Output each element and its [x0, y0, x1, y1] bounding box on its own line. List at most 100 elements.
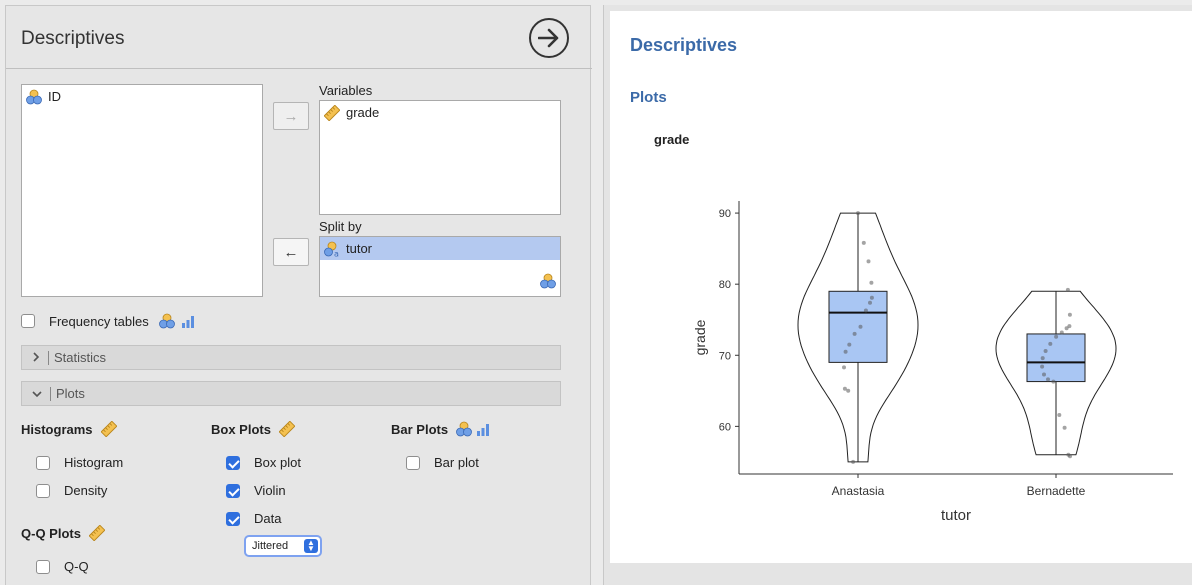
arrow-right-circle-icon [538, 28, 559, 48]
data-point [1067, 324, 1072, 329]
qq-option[interactable]: Q-Q [36, 559, 89, 574]
data-point [842, 365, 846, 370]
bar-plot-checkbox[interactable] [406, 455, 420, 470]
statistics-section-label: Statistics [54, 350, 107, 365]
options-panel: Descriptives ID → ← Variables [5, 5, 592, 585]
nominal-text-variable-icon: a [324, 241, 340, 257]
data-point [847, 342, 852, 347]
section-separator [50, 386, 51, 401]
plots-section-label: Plots [56, 386, 85, 401]
x-tick-label: Anastasia [832, 484, 885, 498]
qq-plots-title-text: Q-Q Plots [21, 525, 81, 541]
header-divider [6, 68, 592, 69]
qq-plots-group-title: Q-Q Plots [21, 525, 105, 541]
data-checkbox[interactable] [226, 511, 240, 526]
list-item-tutor[interactable]: a tutor [320, 237, 560, 260]
ordinal-bars-icon [476, 421, 492, 437]
available-variables-list[interactable]: ID [21, 84, 263, 297]
data-point [1064, 326, 1069, 331]
data-point [1059, 330, 1064, 335]
plot-variable-title: grade [654, 132, 690, 147]
bar-plots-title-text: Bar Plots [391, 421, 449, 437]
bar-plot-label: Bar plot [434, 455, 479, 470]
qq-checkbox[interactable] [36, 559, 50, 574]
frequency-tables-label: Frequency tables [49, 313, 149, 329]
box-plot-option[interactable]: Box plot [226, 455, 301, 470]
box-iqr [1026, 333, 1086, 383]
data-point [1051, 379, 1056, 384]
variables-list[interactable]: grade [319, 100, 561, 215]
data-point [1057, 413, 1062, 417]
data-point [869, 295, 874, 300]
data-point [1048, 341, 1053, 346]
move-to-variables-button[interactable]: → [273, 102, 309, 130]
box-violin-chart: 60 70 80 90 Anastasia Bernadette tutor grade [692, 201, 1173, 524]
split-by-label: Split by [319, 219, 362, 234]
variable-name: grade [346, 105, 380, 120]
results-page: Descriptives Plots grade 60 70 80 90 Anastas… [610, 11, 1192, 563]
data-point [1054, 334, 1059, 339]
data-point [1043, 349, 1048, 353]
plots-section-header[interactable]: Plots [21, 381, 561, 406]
y-tick-label: 90 [719, 208, 731, 220]
run-analysis-button[interactable] [529, 18, 569, 58]
bar-plot-option[interactable]: Bar plot [406, 455, 479, 470]
frequency-tables-option[interactable]: Frequency tables [21, 313, 197, 329]
y-tick-label: 60 [719, 421, 731, 433]
data-mode-select[interactable]: Jittered ▲ ▼ [244, 535, 322, 557]
split-by-list[interactable]: a tutor [319, 236, 561, 297]
histograms-title-text: Histograms [21, 421, 93, 437]
continuous-variable-icon [278, 421, 295, 437]
data-point [1040, 364, 1045, 369]
continuous-variable-icon [324, 104, 340, 121]
data-point [852, 331, 857, 336]
data-point [851, 459, 856, 464]
violin-label: Violin [254, 483, 286, 498]
variables-label: Variables [319, 83, 373, 98]
y-tick-label: 80 [719, 279, 731, 291]
box-plots-group-title: Box Plots [211, 421, 295, 437]
section-separator [48, 350, 49, 365]
statistics-section-header[interactable]: Statistics [21, 345, 561, 370]
y-tick-label: 70 [719, 350, 731, 362]
data-point [866, 259, 871, 264]
box-plot-label: Box plot [254, 455, 301, 470]
x-tick-label: Bernadette [1027, 484, 1086, 498]
density-option[interactable]: Density [36, 483, 107, 498]
data-mode-value: Jittered [252, 540, 289, 552]
list-item-grade[interactable]: grade [320, 101, 560, 124]
histogram-checkbox[interactable] [36, 455, 50, 470]
density-checkbox[interactable] [36, 483, 50, 498]
ordinal-bars-icon [181, 313, 197, 329]
data-point [1042, 372, 1046, 377]
box-plot-checkbox[interactable] [226, 455, 240, 470]
violin-option[interactable]: Violin [226, 483, 286, 498]
data-point [861, 240, 866, 245]
arrow-right-icon: → [283, 107, 299, 125]
data-option[interactable]: Data [226, 511, 281, 526]
histogram-option[interactable]: Histogram [36, 455, 123, 470]
continuous-variable-icon [100, 421, 117, 437]
data-point [843, 349, 848, 354]
violin-checkbox[interactable] [226, 483, 240, 498]
panel-title: Descriptives [21, 28, 125, 49]
nominal-variable-icon [540, 273, 556, 292]
list-item-id[interactable]: ID [22, 85, 262, 108]
arrow-left-icon: ← [283, 243, 299, 261]
data-point [1062, 425, 1067, 430]
move-from-split-by-button[interactable]: ← [273, 238, 309, 266]
box-plots-title-text: Box Plots [211, 421, 271, 437]
svg-text:a: a [334, 249, 339, 257]
histogram-label: Histogram [64, 455, 124, 470]
data-point [1065, 287, 1070, 292]
qq-label: Q-Q [64, 559, 89, 574]
histograms-group-title: Histograms [21, 421, 117, 437]
data-point [858, 324, 863, 329]
data-point [1067, 312, 1072, 317]
frequency-tables-checkbox[interactable] [21, 314, 35, 328]
data-point [869, 280, 874, 285]
nominal-variable-icon [26, 89, 42, 105]
violin-outline [797, 212, 919, 463]
data-point [868, 300, 872, 305]
data-label: Data [254, 511, 282, 526]
